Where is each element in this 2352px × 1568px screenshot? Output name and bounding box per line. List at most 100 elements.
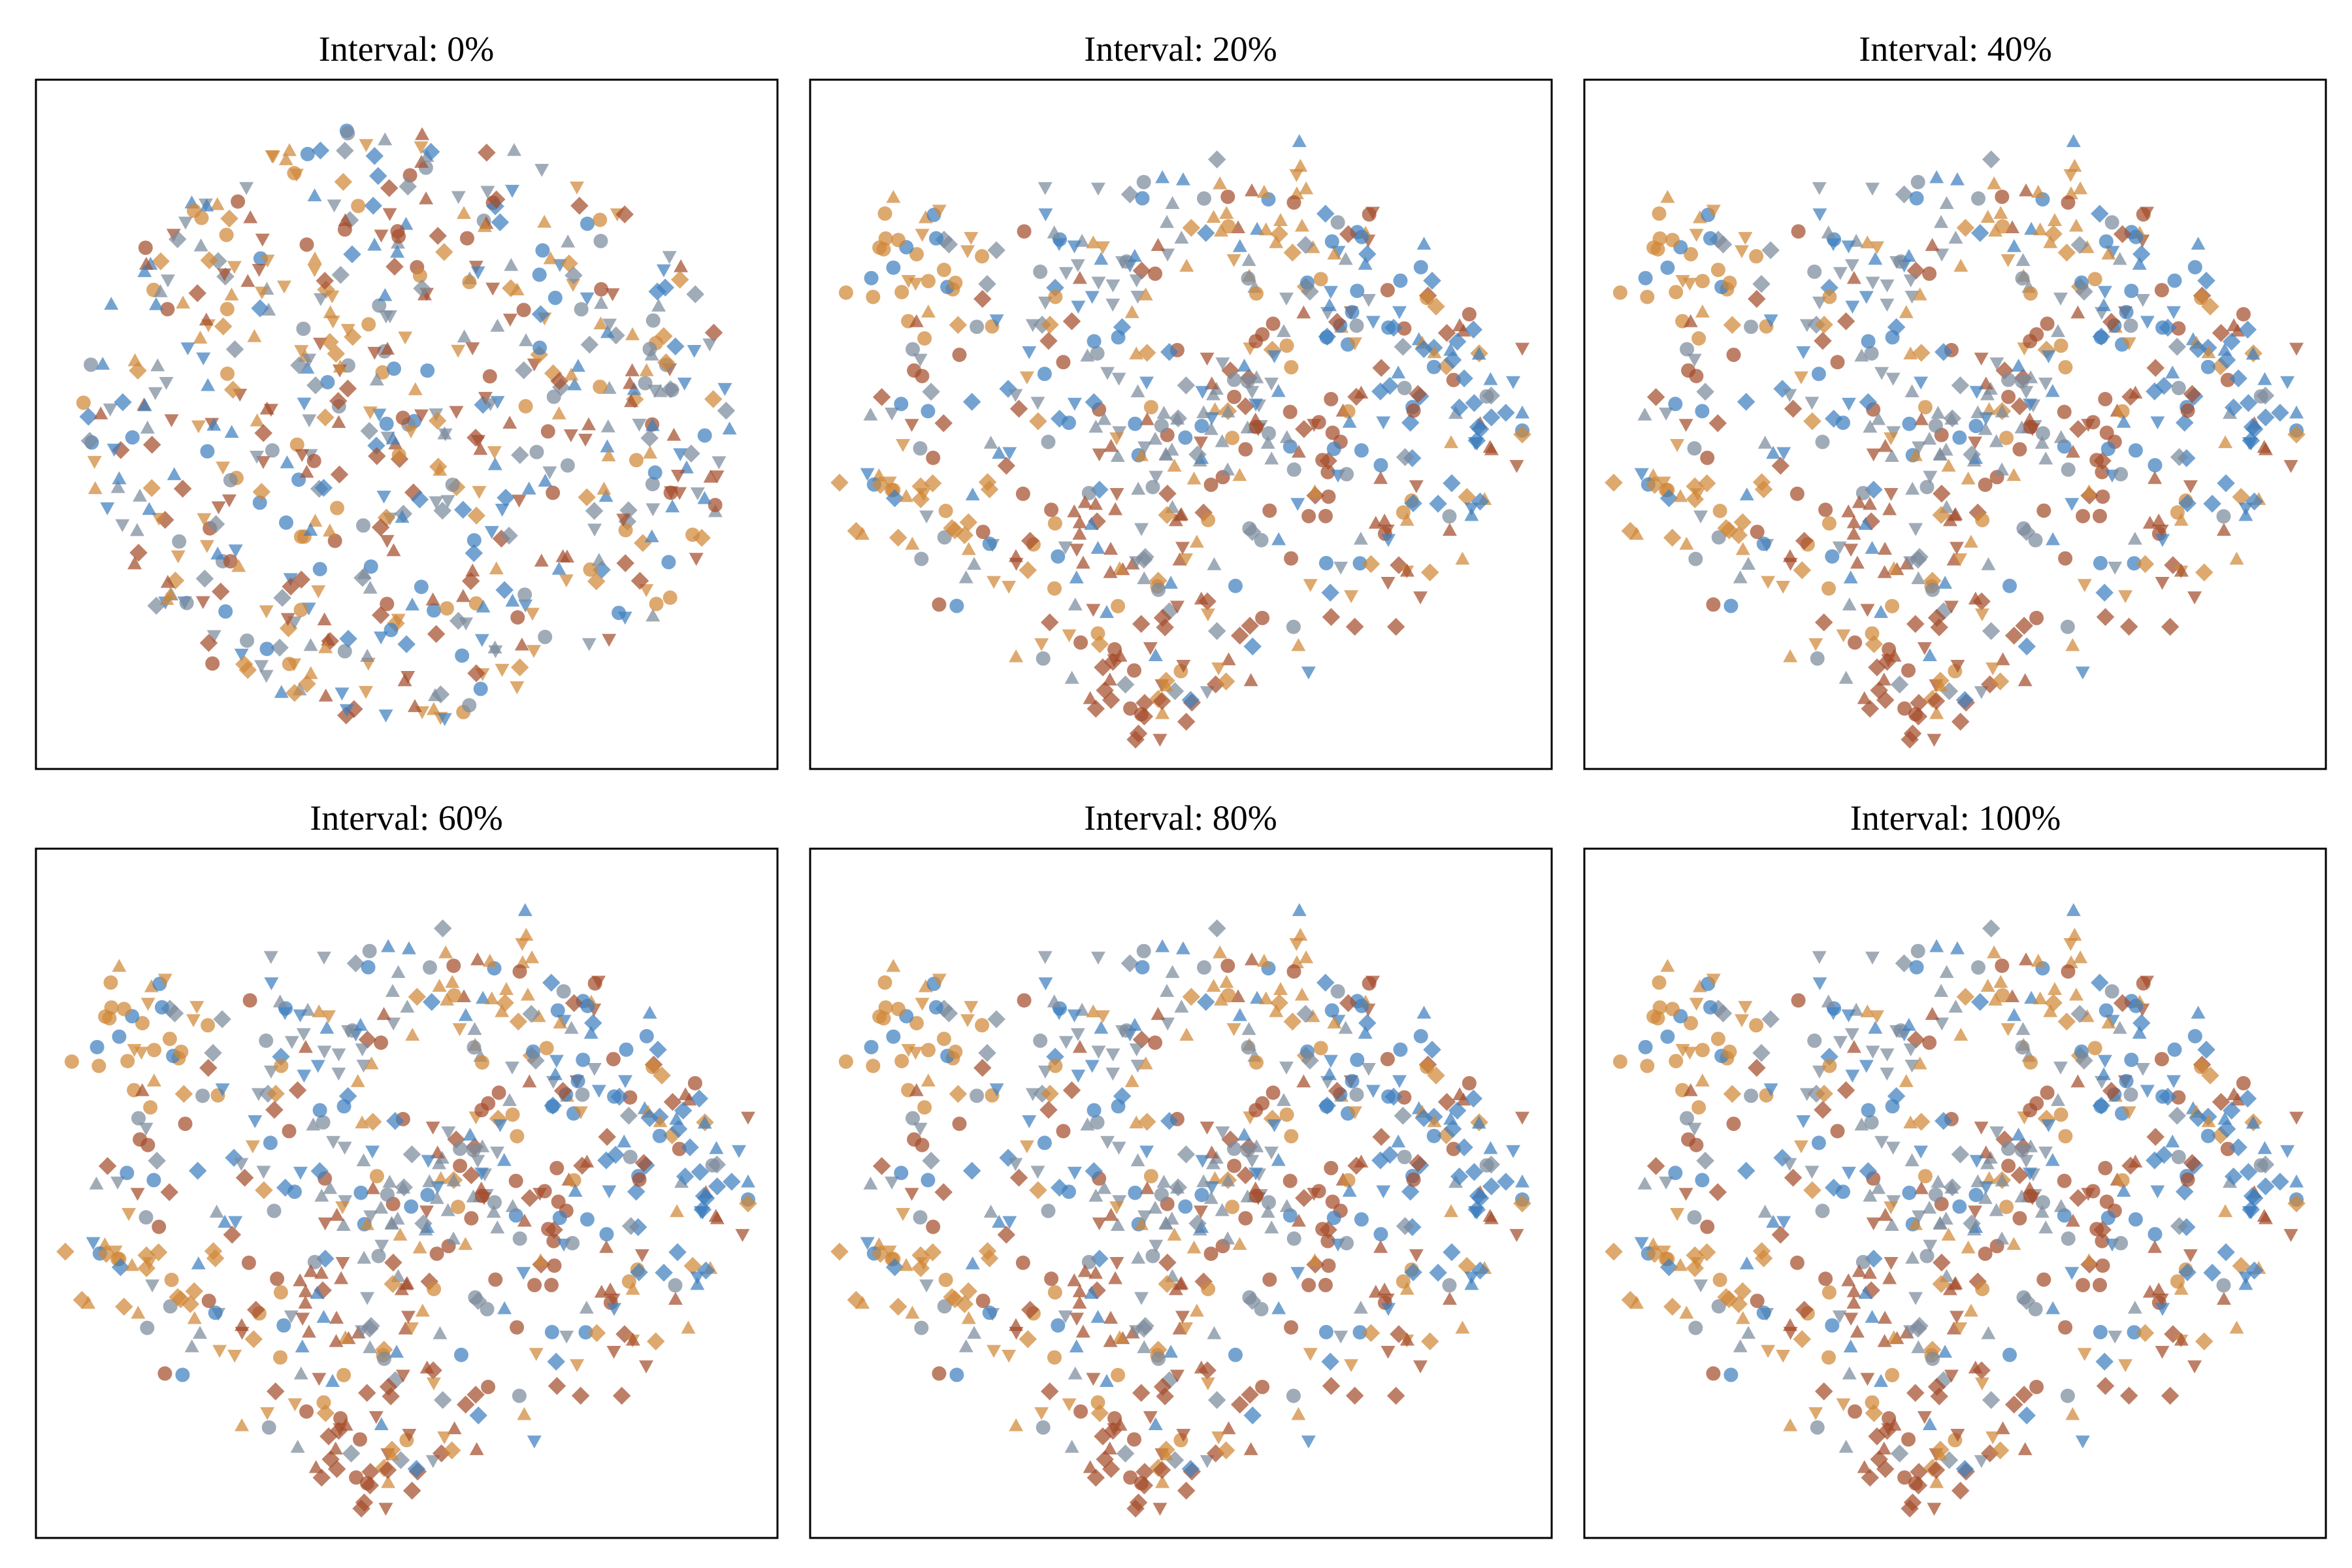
scatter-point <box>1291 444 1306 458</box>
scatter-point <box>250 413 265 427</box>
scatter-point <box>223 473 238 487</box>
scatter-point <box>133 1132 148 1147</box>
scatter-point <box>1925 582 1940 597</box>
scatter-point <box>593 380 608 395</box>
scatter-point <box>1444 435 1459 448</box>
scatter-point <box>2178 494 2197 513</box>
scatter-point <box>110 480 125 493</box>
scatter-point <box>2091 973 2109 992</box>
scatter-point <box>1884 1201 1899 1215</box>
scatter-point <box>176 295 191 309</box>
scatter-point <box>1469 417 1488 436</box>
scatter-point <box>1987 176 2002 189</box>
scatter-point <box>1738 232 1753 245</box>
scatter-point <box>1086 235 1101 249</box>
scatter-point <box>2287 1194 2306 1213</box>
scatter-point <box>1322 1377 1341 1396</box>
scatter-points <box>1605 903 2306 1518</box>
scatter-point <box>1886 1330 1901 1343</box>
scatter-point <box>691 1163 710 1181</box>
scatter-point <box>2041 1119 2056 1133</box>
scatter-point <box>1978 421 1993 435</box>
scatter-point <box>131 1305 146 1319</box>
scatter-point <box>1289 169 1304 182</box>
scatter-point <box>134 1047 149 1060</box>
scatter-point <box>2155 376 2173 395</box>
scatter-point <box>425 1121 440 1135</box>
scatter-point <box>1684 247 1698 262</box>
scatter-point <box>1384 318 1403 337</box>
scatter-point <box>1833 267 1848 280</box>
scatter-point <box>426 1377 441 1391</box>
scatter-point <box>519 928 534 941</box>
scatter-point <box>289 437 304 452</box>
scatter-point <box>1151 582 1166 597</box>
scatter-point <box>1515 342 1529 356</box>
scatter-point <box>1250 221 1265 235</box>
scatter-point <box>1103 564 1118 578</box>
scatter-point <box>1109 487 1124 501</box>
scatter-point <box>1058 1310 1073 1324</box>
scatter-point <box>1301 666 1316 680</box>
scatter-point <box>2089 453 2104 468</box>
scatter-point <box>220 302 235 317</box>
scatter-point <box>1669 285 1684 300</box>
scatter-point <box>1039 332 1058 350</box>
scatter-point <box>1070 259 1085 272</box>
scatter-point <box>2075 666 2090 680</box>
scatter-point <box>1195 1154 1210 1168</box>
scatter-point <box>1885 330 1900 345</box>
scatter-point <box>1420 1332 1439 1350</box>
scatter-point <box>2093 508 2107 523</box>
scatter-point <box>1039 1101 1058 1119</box>
scatter-point <box>1832 541 1847 555</box>
scatter-point <box>2238 1089 2257 1108</box>
scatter-point <box>260 254 275 268</box>
scatter-point <box>502 416 517 429</box>
scatter-point <box>1207 1171 1222 1184</box>
scatter-point <box>1178 1199 1193 1214</box>
scatter-point <box>568 1183 583 1197</box>
scatter-point <box>1207 150 1226 169</box>
scatter-point <box>1249 1168 1264 1181</box>
scatter-point <box>1038 977 1053 990</box>
scatter-point <box>386 1112 404 1130</box>
scatter-point <box>171 550 186 564</box>
scatter-point <box>1912 1056 1927 1070</box>
scatter-point <box>1612 1054 1627 1069</box>
scatter-point <box>1241 1040 1256 1055</box>
scatter-point <box>223 380 242 399</box>
scatter-point <box>148 297 163 310</box>
scatter-point <box>486 1205 501 1218</box>
scatter-point <box>1706 1366 1721 1381</box>
scatter-point <box>1243 1442 1258 1456</box>
scatter-point <box>1276 1093 1291 1106</box>
scatter-point <box>2058 360 2073 375</box>
scatter-point <box>1328 1081 1347 1100</box>
scatter-point <box>975 1294 990 1309</box>
scatter-point <box>1361 293 1376 307</box>
scatter-point <box>2154 283 2169 298</box>
scatter-point <box>1313 272 1328 287</box>
scatter-point <box>1008 1158 1023 1171</box>
scatter-point <box>645 608 661 622</box>
scatter-point <box>1270 225 1288 243</box>
scatter-point <box>314 1188 329 1202</box>
scatter-point <box>1612 285 1627 300</box>
scatter-point <box>2195 1332 2213 1350</box>
scatter-point <box>2246 1115 2261 1129</box>
scatter-point <box>1064 670 1079 684</box>
scatter-point <box>1220 462 1235 476</box>
scatter-point <box>1904 1153 1919 1167</box>
scatter-point <box>1225 431 1240 446</box>
scatter-point <box>2132 1014 2151 1032</box>
scatter-point <box>1865 540 1880 554</box>
scatter-point <box>566 278 581 292</box>
scatter-point <box>1928 1187 1943 1202</box>
scatter-point <box>610 1087 629 1106</box>
scatter-point <box>1221 652 1236 666</box>
scatter-point <box>1735 542 1750 555</box>
scatter-point <box>975 1018 990 1033</box>
scatter-point <box>639 1029 654 1043</box>
scatter-point <box>1397 1090 1412 1105</box>
